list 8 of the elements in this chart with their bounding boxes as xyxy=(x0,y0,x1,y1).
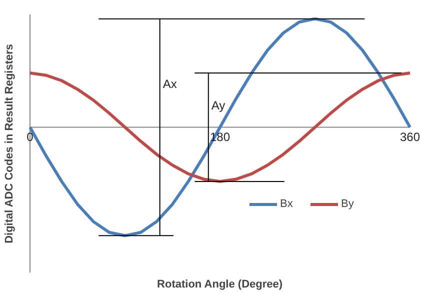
x-tick-label: 360 xyxy=(400,130,420,144)
ref-line-label: Ay xyxy=(211,98,226,113)
legend-label: Bx xyxy=(280,198,294,210)
legend-label: By xyxy=(341,198,355,210)
y-axis-title: Digital ADC Codes in Result Registers xyxy=(4,44,16,244)
ref-line-label: Ax xyxy=(162,76,177,91)
x-axis-title: Rotation Angle (Degree) xyxy=(157,278,283,290)
x-tick-label: 0 xyxy=(26,130,34,144)
